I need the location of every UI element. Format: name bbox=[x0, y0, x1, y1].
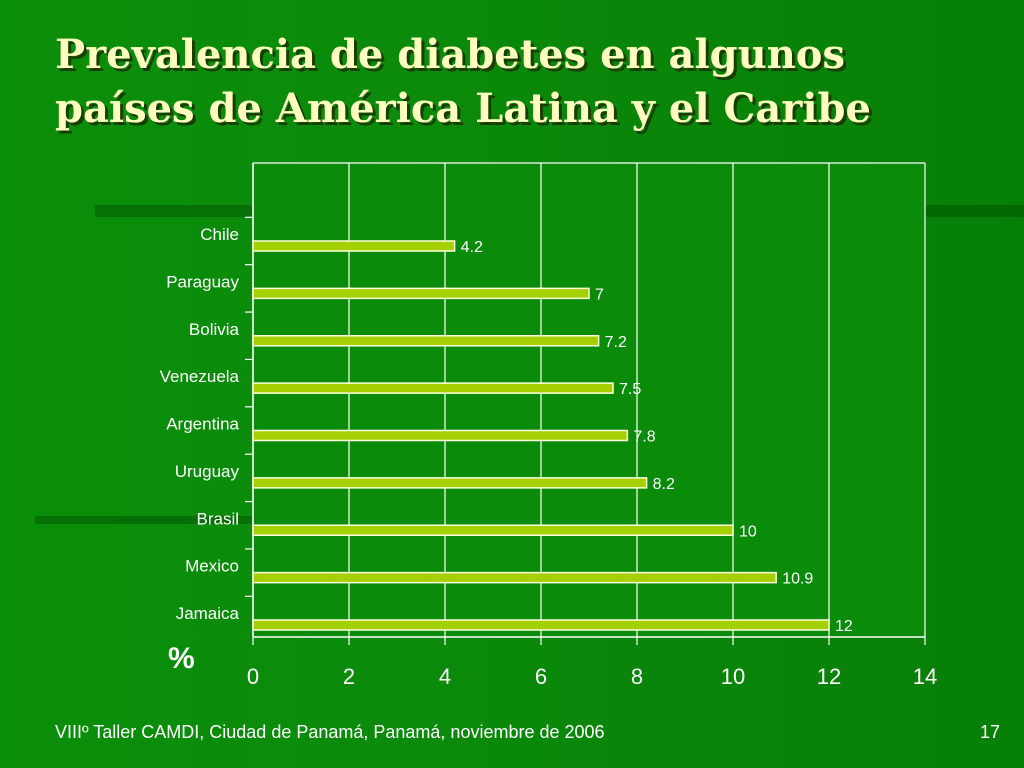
category-label-uruguay: Uruguay bbox=[175, 462, 240, 481]
category-label-bolivia: Bolivia bbox=[189, 320, 240, 339]
category-label-mexico: Mexico bbox=[185, 557, 239, 576]
data-label-uruguay: 8.2 bbox=[653, 476, 675, 493]
bars-layer bbox=[252, 240, 830, 631]
slide-title-line-2: países de América Latina y el Caribe bbox=[55, 85, 871, 132]
slide-title-line-1: Prevalencia de diabetes en algunos bbox=[55, 31, 845, 78]
data-label-bolivia: 7.2 bbox=[605, 334, 627, 351]
unit-label: % bbox=[168, 642, 195, 675]
category-label-chile: Chile bbox=[200, 225, 239, 244]
data-label-venezuela: 7.5 bbox=[619, 381, 641, 398]
bar-mexico bbox=[252, 571, 777, 584]
category-label-jamaica: Jamaica bbox=[176, 604, 240, 623]
category-label-argentina: Argentina bbox=[166, 415, 239, 434]
page-number: 17 bbox=[980, 722, 1001, 742]
data-label-chile: 4.2 bbox=[461, 239, 483, 256]
bar-paraguay bbox=[252, 287, 590, 300]
x-tick-label-14: 14 bbox=[913, 664, 937, 689]
x-tick-label-0: 0 bbox=[247, 664, 259, 689]
bar-chile bbox=[252, 240, 456, 252]
category-label-venezuela: Venezuela bbox=[160, 367, 240, 386]
x-tick-label-2: 2 bbox=[343, 664, 355, 689]
data-label-argentina: 7.8 bbox=[633, 429, 655, 446]
bar-bolivia bbox=[252, 335, 600, 347]
bar-argentina bbox=[252, 429, 629, 442]
labels-layer: 0 2 4 6 8 10 12 14 4.2 Chile 7 Paraguay 7.2 Bolivia 7.… bbox=[160, 225, 938, 689]
footer-text: VIIIº Taller CAMDI, Ciudad de Panamá, Pa… bbox=[55, 722, 605, 742]
plot-area bbox=[253, 163, 925, 637]
bar-jamaica bbox=[252, 619, 830, 631]
x-tick-label-4: 4 bbox=[439, 664, 451, 689]
x-tick-label-8: 8 bbox=[631, 664, 643, 689]
bar-brasil bbox=[252, 524, 734, 536]
data-label-paraguay: 7 bbox=[595, 286, 604, 303]
category-label-brasil: Brasil bbox=[196, 509, 239, 528]
data-label-brasil: 10 bbox=[739, 523, 757, 540]
bar-uruguay bbox=[252, 477, 648, 489]
data-label-mexico: 10.9 bbox=[782, 571, 813, 588]
slide-title: Prevalencia de diabetes en algunos paíse… bbox=[55, 28, 1005, 136]
x-tick-label-12: 12 bbox=[817, 664, 841, 689]
category-label-paraguay: Paraguay bbox=[166, 272, 239, 291]
x-tick-label-10: 10 bbox=[721, 664, 745, 689]
data-label-jamaica: 12 bbox=[835, 618, 853, 635]
bar-venezuela bbox=[252, 382, 614, 394]
x-tick-label-6: 6 bbox=[535, 664, 547, 689]
